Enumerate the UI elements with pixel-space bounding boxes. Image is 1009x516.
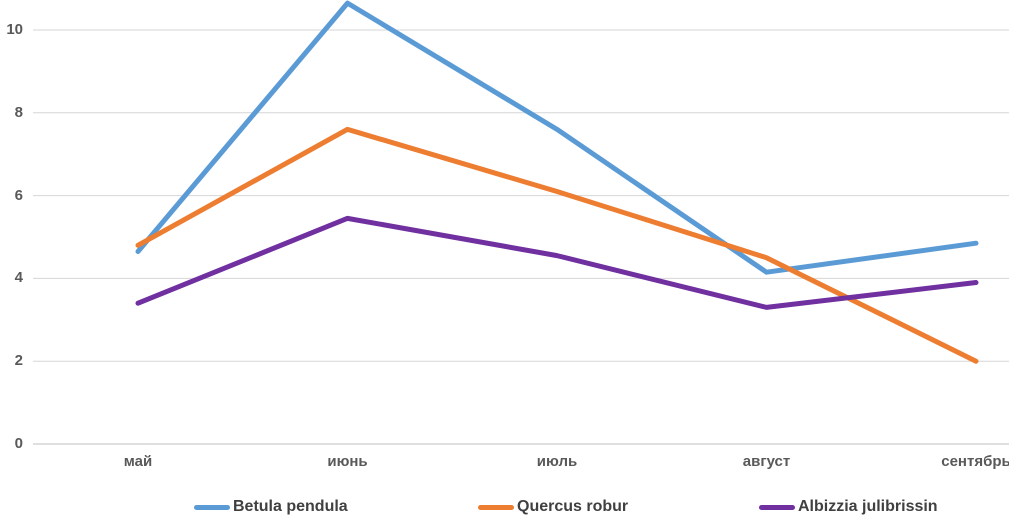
legend-item: Quercus robur — [478, 498, 628, 516]
y-axis-tick-label: 8 — [14, 103, 23, 121]
y-axis-tick-label: 0 — [14, 435, 23, 452]
x-axis-tick-label: сентябрь — [941, 453, 1009, 470]
legend-line-marker — [478, 504, 514, 510]
y-axis-tick-label: 4 — [14, 269, 23, 287]
legend-label: Quercus robur — [517, 498, 629, 515]
legend-line-marker — [194, 504, 230, 510]
series-line-0 — [135, 0, 979, 275]
legend-label: Betula pendula — [233, 498, 348, 515]
legend-label: Albizzia julibrissin — [798, 498, 938, 515]
x-axis-tick-label: август — [742, 453, 791, 470]
y-axis-tick-label: 6 — [14, 186, 23, 204]
series-line-1 — [135, 126, 979, 364]
legend-item: Betula pendula — [194, 498, 348, 516]
x-axis-tick-label: май — [123, 453, 153, 470]
y-axis-tick-label: 10 — [6, 21, 23, 38]
legend-line-marker — [759, 504, 795, 510]
legend-item: Albizzia julibrissin — [759, 498, 938, 516]
y-axis-tick-label: 2 — [14, 352, 23, 370]
x-axis-tick-label: июнь — [327, 453, 368, 470]
x-axis-tick-label: июль — [536, 453, 578, 470]
series-line-2 — [135, 215, 979, 310]
